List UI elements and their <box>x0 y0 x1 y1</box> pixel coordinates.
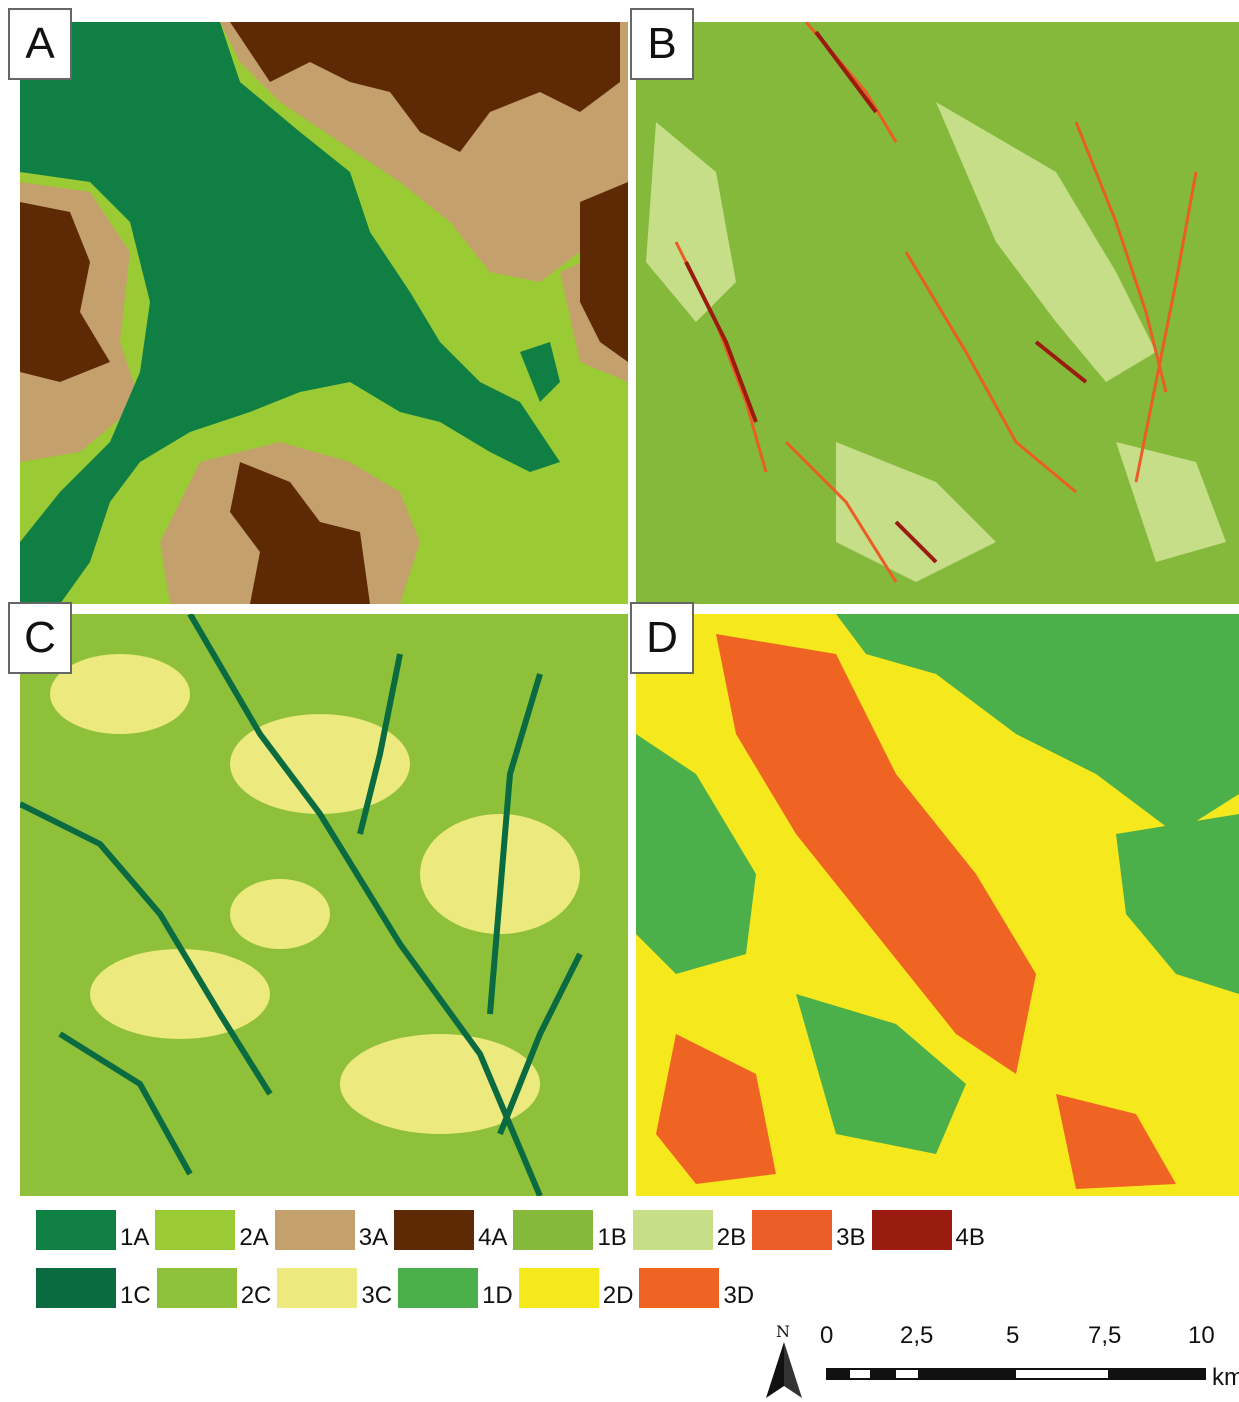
panel-c-terrain <box>20 614 628 1196</box>
legend-label-1c: 1C <box>120 1282 151 1309</box>
legend-item-2a: 2A <box>155 1210 272 1250</box>
legend-item-3c: 3C <box>277 1268 396 1308</box>
legend-swatch-4a <box>394 1210 475 1250</box>
panel-d-map <box>636 614 1239 1196</box>
north-arrow: N <box>762 1322 812 1402</box>
legend-swatch-2b <box>632 1210 713 1250</box>
panel-c-label: C <box>8 602 72 674</box>
legend-label-2b: 2B <box>716 1224 747 1251</box>
legend-swatch-3d <box>639 1268 720 1308</box>
legend-swatch-2c <box>156 1268 237 1308</box>
scale-tick-0: 0 <box>820 1322 834 1349</box>
legend-swatch-2a <box>155 1210 236 1250</box>
legend-label-3c: 3C <box>361 1282 393 1309</box>
legend-item-2b: 2B <box>632 1210 750 1251</box>
legend-item-2c: 2C <box>156 1268 276 1309</box>
legend-swatch-4b <box>871 1210 952 1250</box>
legend-swatch-1d <box>398 1268 479 1308</box>
north-arrow-label: N <box>776 1322 790 1341</box>
legend-label-3b: 3B <box>836 1224 866 1251</box>
north-arrow-icon <box>766 1342 802 1398</box>
legend-item-4a: 4A <box>394 1210 511 1250</box>
panel-b-terrain <box>636 22 1239 604</box>
legend-swatch-2d <box>518 1268 599 1308</box>
legend-swatch-1b <box>513 1210 594 1250</box>
legend-item-3b: 3B <box>752 1210 869 1250</box>
legend-swatch-1a <box>36 1210 116 1250</box>
scale-tick-7-5: 7,5 <box>1088 1322 1122 1349</box>
panel-d-label: D <box>630 602 694 674</box>
legend-item-2d: 2D <box>518 1268 638 1309</box>
legend-label-1b: 1B <box>597 1224 627 1251</box>
panel-a-label: A <box>8 8 72 80</box>
legend-row-1: 1A 2A 3A 4A 1B 2B 3B 4B <box>36 1210 991 1250</box>
panel-c-label-text: C <box>24 613 56 662</box>
legend-item-4b: 4B <box>871 1210 989 1251</box>
panel-c-map <box>20 614 628 1196</box>
legend-swatch-3b <box>752 1210 833 1250</box>
legend-label-1a: 1A <box>120 1224 150 1251</box>
scale-unit: km <box>1212 1364 1239 1391</box>
legend-item-1d: 1D <box>398 1268 517 1308</box>
legend-swatch-1c <box>36 1268 116 1308</box>
legend-swatch-3a <box>274 1210 355 1250</box>
panel-d-terrain <box>636 614 1239 1196</box>
panel-b-label-text: B <box>647 19 677 68</box>
legend-row-2: 1C 2C 3C 1D 2D 3D <box>36 1268 760 1308</box>
legend-label-4a: 4A <box>478 1224 508 1251</box>
legend-item-3d: 3D <box>639 1268 758 1308</box>
legend-label-2d: 2D <box>602 1282 634 1309</box>
panel-a-map <box>20 22 628 604</box>
legend-item-1a: 1A <box>36 1210 153 1250</box>
legend-label-1d: 1D <box>482 1282 513 1309</box>
panel-b-label: B <box>630 8 694 80</box>
legend-item-1c: 1C <box>36 1268 155 1308</box>
legend-label-3d: 3D <box>723 1282 755 1309</box>
legend-item-3a: 3A <box>274 1210 392 1251</box>
legend-label-4b: 4B <box>955 1224 985 1251</box>
legend-label-2c: 2C <box>240 1282 272 1309</box>
legend-label-3a: 3A <box>358 1224 389 1251</box>
panel-a-label-text: A <box>25 19 55 68</box>
legend-swatch-3c <box>277 1268 358 1308</box>
scale-tick-5: 5 <box>1006 1322 1020 1349</box>
panel-d-label-text: D <box>646 613 678 662</box>
scale-tick-10: 10 <box>1188 1322 1215 1349</box>
panel-b-map <box>636 22 1239 604</box>
panel-a-terrain <box>20 22 628 604</box>
legend-label-2a: 2A <box>239 1224 269 1251</box>
scale-tick-2-5: 2,5 <box>900 1322 934 1349</box>
legend-item-1b: 1B <box>513 1210 630 1250</box>
scale-bar: 0 2,5 5 7,5 10 km <box>770 1322 1239 1402</box>
scale-bar-graphic <box>826 1368 1206 1380</box>
